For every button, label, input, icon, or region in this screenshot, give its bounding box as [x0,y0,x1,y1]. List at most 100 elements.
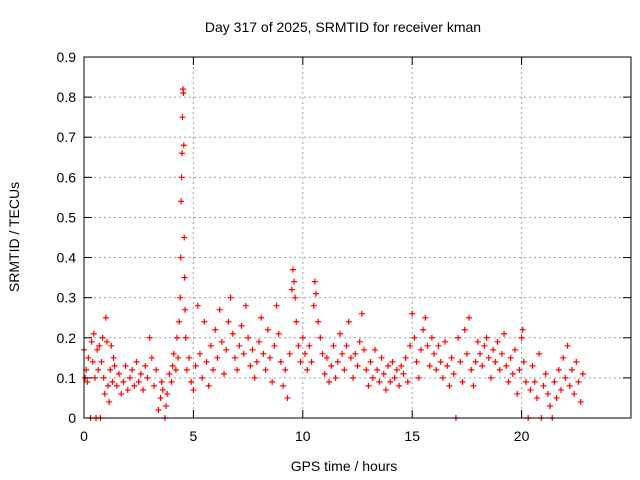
data-point [428,334,435,341]
data-point [273,302,280,309]
data-point [258,314,265,321]
y-tick-label: 0.9 [57,49,77,65]
data-point [236,342,243,349]
data-point [516,366,523,373]
data-point [98,358,105,365]
data-point [354,362,361,369]
data-point [109,378,116,385]
data-point [242,302,249,309]
data-point [564,342,571,349]
data-point [249,346,256,353]
data-point [450,370,457,377]
data-point [214,354,221,361]
data-point [387,378,394,385]
data-point [180,90,187,97]
data-point [461,326,468,333]
data-point [455,334,462,341]
data-point [420,326,427,333]
data-point [391,374,398,381]
data-point [435,342,442,349]
data-point [113,382,120,389]
data-point [411,334,418,341]
data-point [363,366,370,373]
data-point [512,346,519,353]
data-point [144,374,151,381]
data-point [365,382,372,389]
data-point [203,358,210,365]
data-point [238,322,245,329]
y-tick-label: 0.4 [57,250,77,266]
data-point [247,362,254,369]
data-point [328,362,335,369]
data-point [385,362,392,369]
data-point [407,342,414,349]
data-point [518,334,525,341]
data-point [108,342,115,349]
data-point [442,338,449,345]
data-point [341,366,348,373]
data-point [398,362,405,369]
data-point [308,358,315,365]
data-point [105,382,112,389]
data-point [256,338,263,345]
data-point [369,374,376,381]
data-point [216,306,223,313]
data-point [178,198,185,205]
plot-frame [83,56,632,419]
data-point [157,394,164,401]
data-point [176,318,183,325]
data-point [571,390,578,397]
data-point [301,350,308,357]
data-point [260,350,267,357]
data-point [568,366,575,373]
data-point [95,366,102,373]
data-point [334,358,341,365]
data-point [544,390,551,397]
data-point [124,386,131,393]
data-point [536,350,543,357]
data-point [315,318,322,325]
data-point [494,338,501,345]
data-point [437,358,444,365]
data-point [557,386,564,393]
data-point [223,346,230,353]
data-point [188,378,195,385]
data-point [129,366,136,373]
data-point [448,354,455,361]
data-point [178,174,185,181]
data-point [501,330,508,337]
data-point [116,370,123,377]
data-point [153,366,160,373]
data-point [103,338,110,345]
data-point [330,342,337,349]
data-point [146,334,153,341]
data-point [169,362,176,369]
data-point [372,346,379,353]
data-point [182,306,189,313]
data-point [367,358,374,365]
data-point [310,302,317,309]
data-point [225,318,232,325]
data-point [288,286,295,293]
data-point [291,278,298,285]
data-point [262,366,269,373]
data-point [122,362,129,369]
data-point [332,374,339,381]
data-point [422,314,429,321]
data-point [118,390,125,397]
data-point [164,390,171,397]
data-point [376,378,383,385]
data-point [135,378,142,385]
data-point [382,386,389,393]
data-point [492,358,499,365]
data-point [299,334,306,341]
data-point [345,318,352,325]
data-point [293,318,300,325]
data-point [277,358,284,365]
data-point [463,350,470,357]
data-point [133,358,140,365]
data-point [498,350,505,357]
data-point [177,294,184,301]
